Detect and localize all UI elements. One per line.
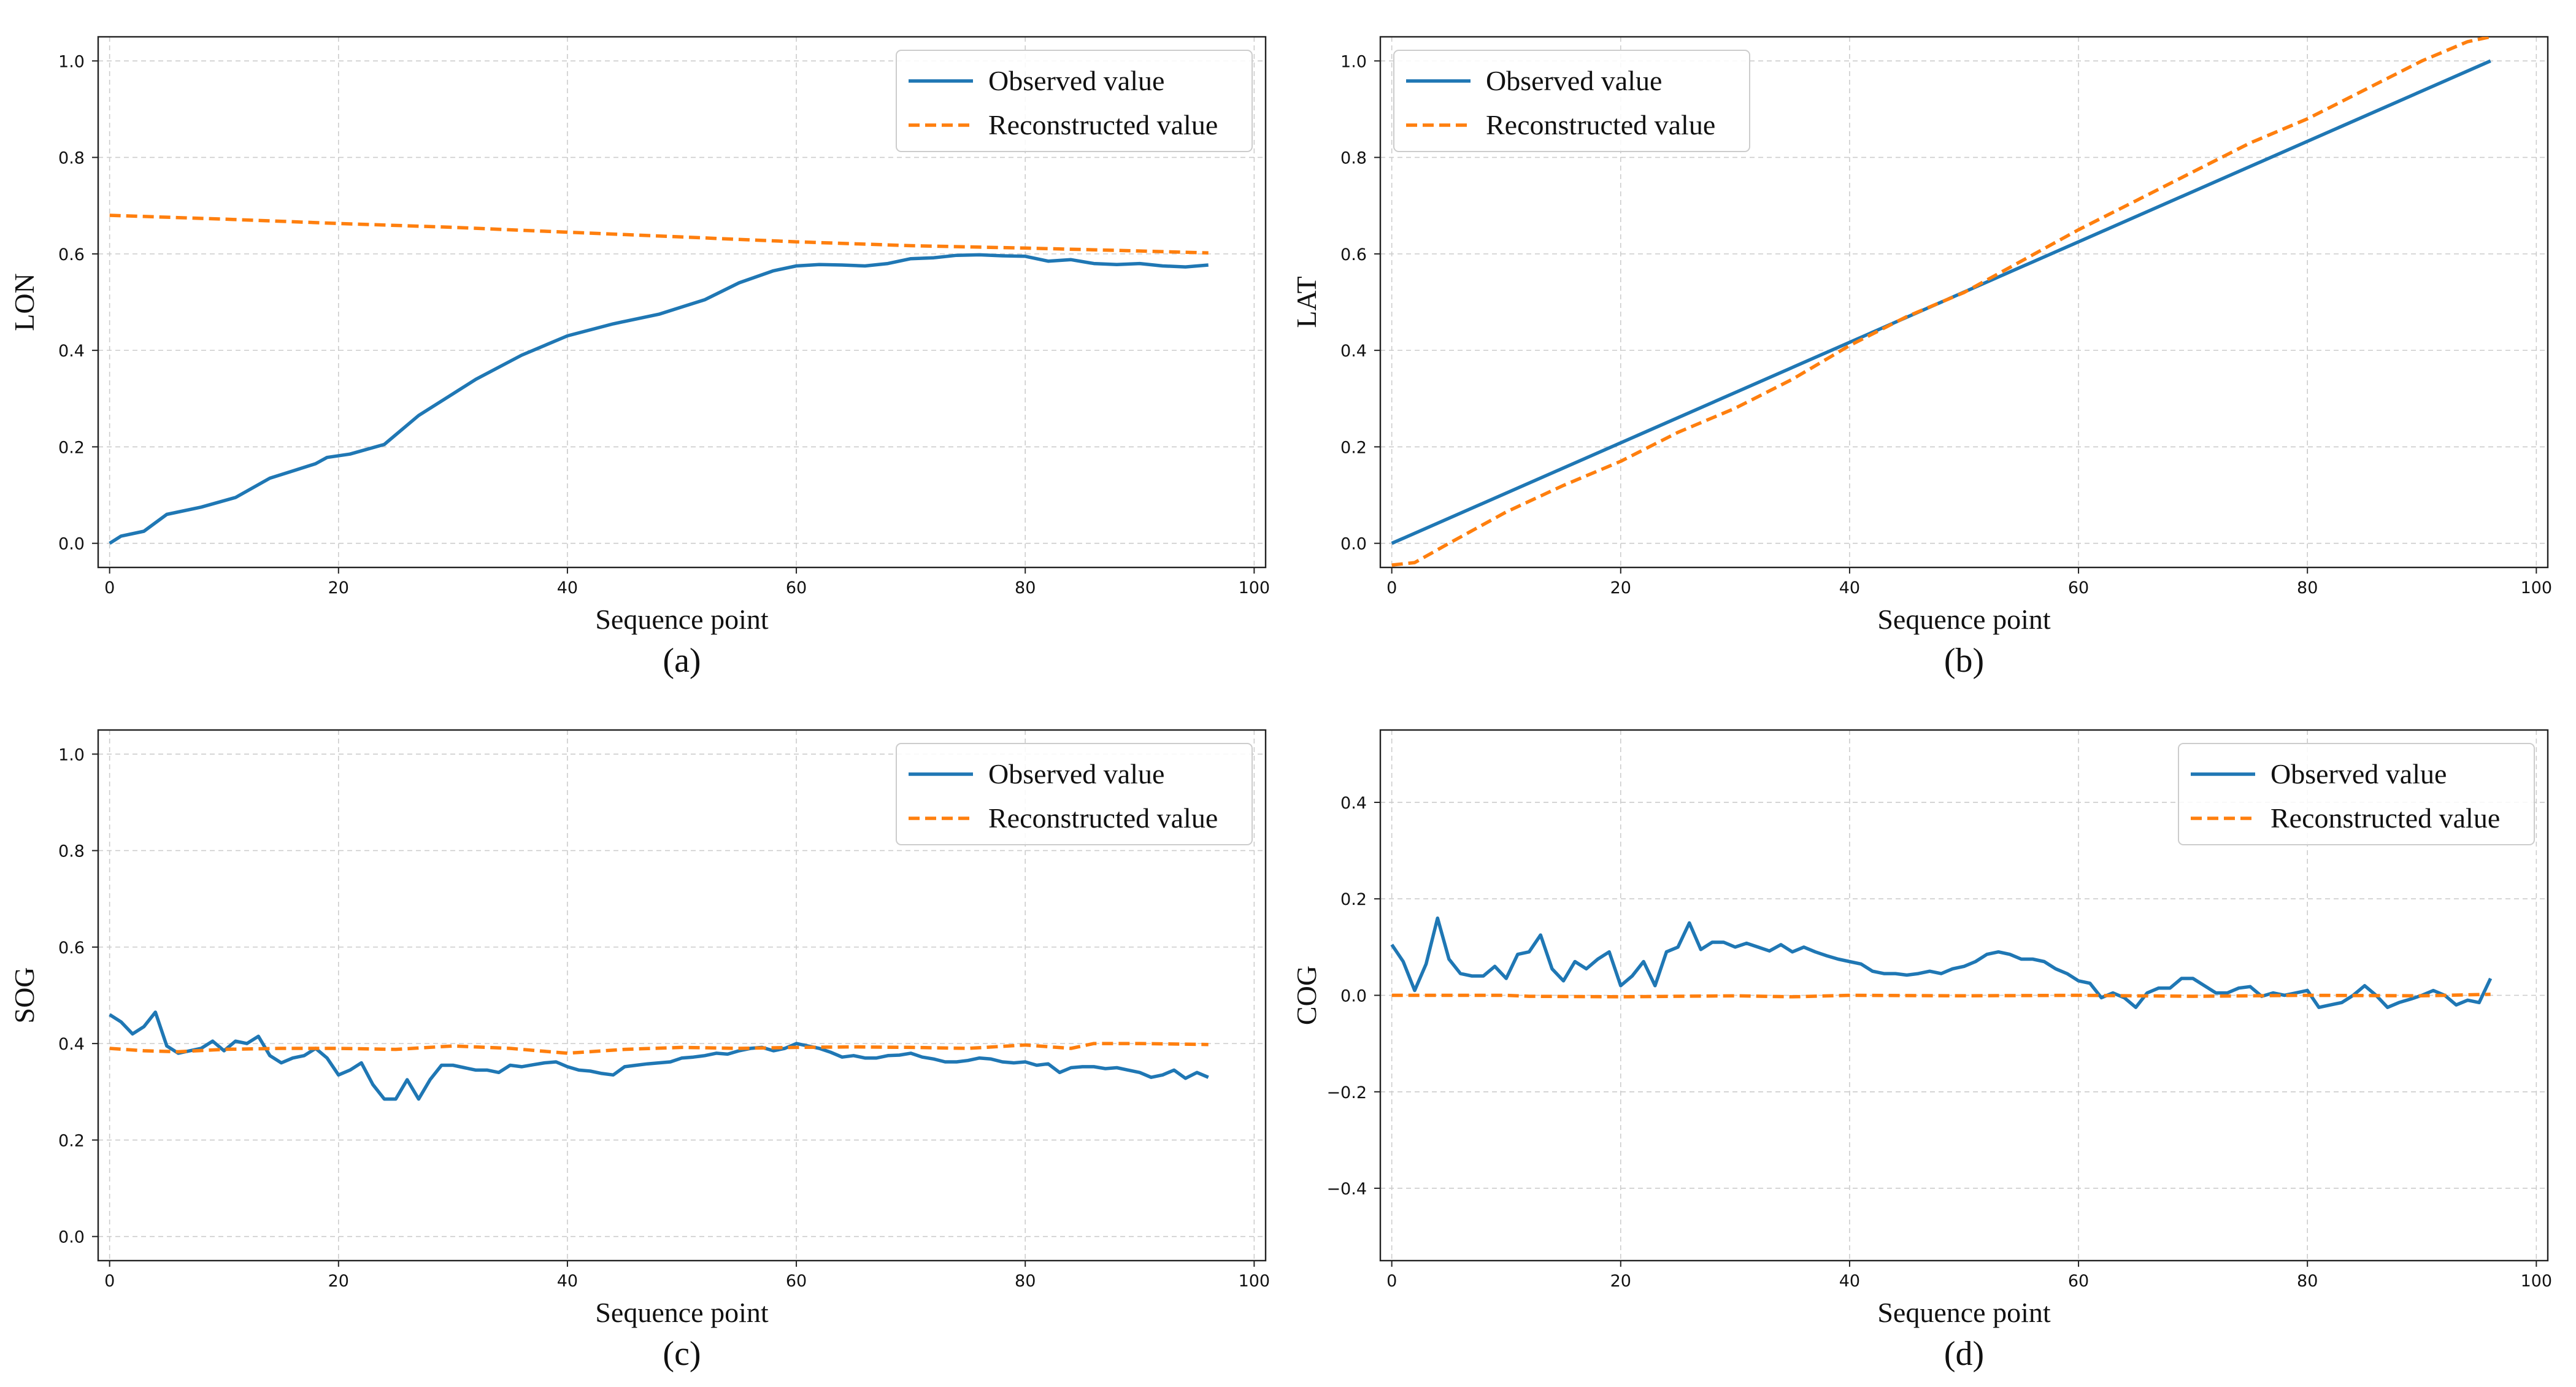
legend: Observed value Reconstructed value (1393, 50, 1750, 152)
reconstructed-series-line (1391, 37, 2491, 567)
x-tick-label: 20 (1610, 1272, 1631, 1291)
x-tick-label: 100 (1239, 1272, 1271, 1291)
chart-panel-1: 0 20 40 60 80 100 0.0 0.2 0.4 0.6 0.8 1.0 Sequence p… (9, 36, 1271, 680)
y-tick-label: 0.0 (1340, 987, 1367, 1006)
x-axis-label: Sequence point (595, 604, 769, 635)
legend-entry-label: Observed value (988, 758, 1164, 790)
y-tick-label: −0.4 (1326, 1180, 1367, 1199)
x-tick-label: 0 (1386, 578, 1397, 597)
x-tick-label: 60 (2068, 1272, 2089, 1291)
x-tick-label: 20 (328, 578, 349, 597)
legend-box (896, 50, 1253, 152)
x-tick-label: 80 (2297, 578, 2318, 597)
y-tick-label: 1.0 (1340, 52, 1367, 71)
panel-caption: (a) (663, 642, 701, 680)
plot-frame (97, 36, 1267, 569)
y-tick-label: 0.4 (1340, 342, 1367, 361)
x-tick-label: 40 (1839, 1272, 1860, 1291)
chart-panel-4: 0 20 40 60 80 100 −0.4 −0.2 0.0 0.2 0.4 Sequence po… (1291, 729, 2553, 1373)
y-tick-label: 0.2 (1340, 438, 1367, 457)
x-tick-label: 40 (557, 578, 578, 597)
y-axis-label: LAT (1291, 276, 1322, 328)
x-tick-label: 40 (1839, 578, 1860, 597)
x-tick-label: 60 (786, 1272, 807, 1291)
x-tick-label: 20 (328, 1272, 349, 1291)
plot-frame (1379, 36, 2549, 569)
x-tick-label: 80 (1015, 1272, 1036, 1291)
x-tick-label: 100 (1239, 578, 1271, 597)
x-axis-label: Sequence point (595, 1297, 769, 1328)
reconstructed-series-line (109, 1042, 1209, 1055)
y-axis-label: SOG (9, 967, 40, 1023)
y-tick-label: 0.6 (58, 245, 85, 264)
x-tick-label: 60 (2068, 578, 2089, 597)
plot-frame (97, 729, 1267, 1262)
reconstructed-series-line (1391, 993, 2491, 999)
y-tick-label: 0.4 (58, 1035, 85, 1054)
panel-caption: (c) (663, 1335, 701, 1373)
legend-entry-label: Reconstructed value (988, 802, 1218, 834)
x-tick-label: 0 (1386, 1272, 1397, 1291)
reconstructed-series-line (109, 213, 1209, 255)
y-tick-label: 0.8 (1340, 149, 1367, 168)
legend-entry-label: Observed value (1486, 65, 1662, 96)
panel-caption: (b) (1944, 642, 1984, 680)
chart-panel-2: 0 20 40 60 80 100 0.0 0.2 0.4 0.6 0.8 1.0 Sequence p… (1291, 36, 2553, 680)
y-tick-label: −0.2 (1326, 1083, 1367, 1102)
y-tick-label: 0.2 (1340, 890, 1367, 909)
legend: Observed value Reconstructed value (896, 50, 1253, 152)
legend-entry-label: Observed value (2270, 758, 2447, 790)
y-axis-label: COG (1291, 966, 1322, 1025)
legend: Observed value Reconstructed value (2178, 743, 2535, 845)
legend-entry-label: Reconstructed value (2270, 802, 2500, 834)
legend-box (2178, 743, 2535, 845)
x-tick-label: 80 (1015, 578, 1036, 597)
y-tick-label: 1.0 (58, 52, 85, 71)
y-tick-label: 0.2 (58, 438, 85, 457)
observed-series-line (1390, 916, 2493, 1009)
x-tick-label: 60 (786, 578, 807, 597)
observed-series-line (1391, 59, 2491, 545)
y-axis-label: LON (9, 273, 40, 331)
observed-series-line (109, 1010, 1209, 1101)
y-tick-label: 0.8 (58, 149, 85, 168)
y-tick-label: 0.6 (58, 939, 85, 958)
legend: Observed value Reconstructed value (896, 743, 1253, 845)
chart-panel-3: 0 20 40 60 80 100 0.0 0.2 0.4 0.6 0.8 1.0 Sequence p… (9, 729, 1271, 1373)
x-tick-label: 20 (1610, 578, 1631, 597)
x-tick-label: 40 (557, 1272, 578, 1291)
y-tick-label: 0.6 (1340, 245, 1367, 264)
y-tick-label: 1.0 (58, 745, 85, 764)
x-axis-label: Sequence point (1877, 1297, 2051, 1328)
x-tick-label: 0 (104, 578, 115, 597)
legend-box (896, 743, 1253, 845)
y-tick-label: 0.8 (58, 842, 85, 861)
y-tick-label: 0.2 (58, 1131, 85, 1150)
x-tick-label: 100 (2521, 1272, 2553, 1291)
x-tick-label: 80 (2297, 1272, 2318, 1291)
x-tick-label: 0 (104, 1272, 115, 1291)
x-tick-label: 100 (2521, 578, 2553, 597)
legend-box (1393, 50, 1750, 152)
legend-entry-label: Observed value (988, 65, 1164, 96)
panel-caption: (d) (1944, 1335, 1984, 1373)
y-tick-label: 0.4 (1340, 794, 1367, 813)
y-tick-label: 0.0 (58, 535, 85, 554)
y-tick-label: 0.4 (58, 342, 85, 361)
observed-series-line (109, 253, 1209, 545)
y-tick-label: 0.0 (58, 1228, 85, 1247)
y-tick-label: 0.0 (1340, 535, 1367, 554)
x-axis-label: Sequence point (1877, 604, 2051, 635)
legend-entry-label: Reconstructed value (1486, 109, 1715, 140)
legend-entry-label: Reconstructed value (988, 109, 1218, 140)
